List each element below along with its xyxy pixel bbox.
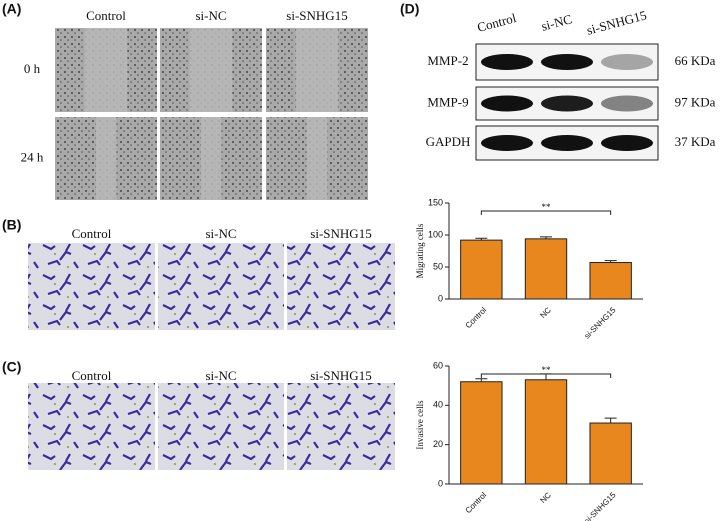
micrograph bbox=[287, 243, 395, 330]
y-tick-label: 60 bbox=[433, 360, 443, 370]
micrograph bbox=[28, 243, 155, 330]
micrograph bbox=[158, 383, 284, 470]
error-bar bbox=[475, 378, 488, 382]
wound-gap bbox=[95, 117, 117, 200]
band-size: 37 KDa bbox=[675, 134, 716, 149]
row-label: 24 h bbox=[21, 149, 44, 164]
column-label: si-NC bbox=[205, 368, 236, 383]
x-tick-label: NC bbox=[538, 490, 553, 505]
y-tick-label: 100 bbox=[428, 229, 443, 239]
column-label: si-NC bbox=[195, 8, 226, 23]
x-tick-label: si-SNHG15 bbox=[583, 305, 618, 340]
error-bar bbox=[604, 260, 617, 263]
column-label: Control bbox=[86, 8, 126, 23]
band-size: 97 KDa bbox=[675, 94, 716, 109]
wound-gap bbox=[306, 117, 328, 200]
blot-band bbox=[481, 54, 533, 70]
error-bar bbox=[540, 236, 552, 239]
blot-band bbox=[541, 54, 593, 70]
x-tick-label: Control bbox=[464, 305, 489, 330]
row-label: 0 h bbox=[24, 61, 41, 76]
wound-gap bbox=[295, 28, 339, 112]
panel-label: (C) bbox=[2, 359, 21, 375]
y-tick-label: 50 bbox=[433, 261, 443, 271]
band-label: MMP-2 bbox=[427, 53, 468, 68]
micrograph bbox=[28, 383, 155, 470]
bar bbox=[460, 239, 503, 300]
blot-band bbox=[601, 54, 653, 70]
y-tick-label: 20 bbox=[433, 439, 443, 449]
bar bbox=[524, 379, 568, 485]
blot-band bbox=[601, 95, 653, 112]
significance-label: ** bbox=[542, 365, 552, 375]
column-label: si-SNHG15 bbox=[286, 8, 347, 23]
column-label: Control bbox=[72, 368, 112, 383]
column-label: Control bbox=[475, 10, 518, 35]
blot-band bbox=[481, 135, 533, 151]
panel-label: (A) bbox=[2, 1, 21, 17]
wound-gap bbox=[84, 28, 128, 112]
significance-label: ** bbox=[542, 202, 552, 212]
bar bbox=[589, 422, 632, 485]
micrograph bbox=[158, 243, 284, 330]
blot-band bbox=[481, 95, 533, 112]
error-bar bbox=[604, 417, 617, 424]
x-tick-label: NC bbox=[538, 305, 553, 320]
bar bbox=[589, 262, 632, 300]
significance-bracket bbox=[480, 210, 612, 215]
y-tick-label: 150 bbox=[428, 197, 443, 207]
band-label: GAPDH bbox=[426, 134, 471, 149]
panel-label: (D) bbox=[400, 1, 419, 17]
bar bbox=[460, 381, 503, 485]
y-tick-label: 0 bbox=[438, 293, 443, 303]
column-label: si-SNHG15 bbox=[585, 7, 648, 37]
column-label: Control bbox=[72, 226, 112, 241]
column-label: si-NC bbox=[205, 226, 236, 241]
bar-chart: Migrating cells 0 50 100 150 Control NC si-SNHG… bbox=[415, 197, 643, 341]
x-tick-label: Control bbox=[464, 490, 489, 515]
column-label: si-SNHG15 bbox=[310, 226, 371, 241]
blot-band bbox=[541, 95, 593, 112]
wound-gap bbox=[189, 28, 233, 112]
band-label: MMP-9 bbox=[427, 94, 468, 109]
y-axis-label: Migrating cells bbox=[415, 223, 425, 278]
bar-chart: Invasive cells 0 20 40 60 Control NC si-SNHG15 *… bbox=[415, 360, 643, 521]
error-bar bbox=[475, 237, 488, 241]
bar bbox=[524, 238, 568, 300]
column-label: si-NC bbox=[540, 11, 574, 34]
blot-band bbox=[541, 135, 593, 151]
micrograph bbox=[287, 383, 395, 470]
x-tick-label: si-SNHG15 bbox=[583, 490, 618, 521]
blot-band bbox=[601, 135, 653, 151]
wound-gap bbox=[200, 117, 222, 200]
significance-bracket bbox=[480, 373, 612, 378]
y-axis-label: Invasive cells bbox=[415, 400, 425, 450]
column-label: si-SNHG15 bbox=[310, 368, 371, 383]
panel-label: (B) bbox=[2, 217, 21, 233]
band-size: 66 KDa bbox=[675, 53, 716, 68]
y-tick-label: 0 bbox=[438, 478, 443, 488]
y-tick-label: 40 bbox=[433, 400, 443, 410]
